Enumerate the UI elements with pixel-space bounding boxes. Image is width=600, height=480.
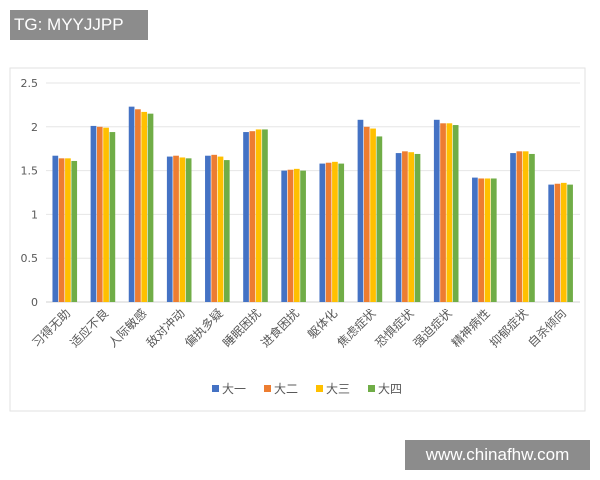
bar bbox=[128, 106, 135, 302]
y-tick-label: 1.5 bbox=[21, 165, 39, 178]
watermark-bottom: www.chinafhw.com bbox=[405, 440, 590, 470]
bar bbox=[103, 127, 109, 303]
bar bbox=[325, 162, 332, 302]
watermark-top: TG: MYYJJPP bbox=[10, 10, 148, 40]
bar bbox=[433, 119, 440, 303]
bar bbox=[255, 129, 262, 302]
y-tick-label: 0.5 bbox=[21, 252, 39, 265]
legend-label: 大三 bbox=[326, 382, 350, 396]
bar bbox=[96, 126, 103, 302]
legend-label: 大二 bbox=[274, 382, 298, 396]
bar bbox=[395, 153, 402, 302]
bar bbox=[510, 153, 516, 302]
bar bbox=[90, 125, 97, 302]
legend-swatch bbox=[264, 385, 271, 392]
bar bbox=[452, 125, 459, 302]
bar bbox=[243, 132, 249, 302]
bar bbox=[293, 168, 300, 302]
legend-swatch bbox=[368, 385, 375, 392]
y-tick-label: 1 bbox=[31, 208, 38, 221]
y-tick-label: 0 bbox=[31, 296, 38, 309]
legend-label: 大一 bbox=[222, 382, 246, 396]
legend-swatch bbox=[316, 385, 323, 392]
bar bbox=[522, 151, 529, 302]
bar bbox=[529, 153, 535, 302]
y-tick-label: 2 bbox=[31, 121, 38, 134]
bar bbox=[179, 157, 186, 302]
bar bbox=[516, 151, 523, 302]
bar bbox=[141, 111, 148, 303]
bar bbox=[223, 160, 230, 302]
bar bbox=[548, 184, 555, 302]
bar bbox=[58, 158, 65, 302]
bar bbox=[135, 109, 141, 302]
bar bbox=[217, 156, 224, 302]
legend-swatch bbox=[212, 385, 219, 392]
bar bbox=[446, 123, 453, 303]
bar bbox=[490, 178, 497, 302]
bar bbox=[370, 128, 376, 302]
bar bbox=[338, 163, 345, 302]
bar bbox=[147, 113, 154, 302]
bar bbox=[281, 170, 288, 302]
bar bbox=[185, 158, 192, 302]
bar bbox=[173, 155, 179, 302]
bar bbox=[211, 154, 218, 302]
bar bbox=[414, 153, 421, 302]
y-tick-label: 2.5 bbox=[21, 77, 39, 90]
bar bbox=[408, 152, 415, 302]
legend-label: 大四 bbox=[378, 382, 402, 396]
bar bbox=[52, 155, 59, 302]
bar bbox=[332, 161, 338, 302]
bar bbox=[478, 178, 485, 302]
bar bbox=[554, 183, 561, 302]
bar bbox=[319, 163, 326, 302]
bar bbox=[484, 178, 491, 302]
bar bbox=[166, 156, 173, 302]
bar bbox=[262, 129, 268, 302]
bar bbox=[300, 170, 306, 302]
bar bbox=[472, 177, 478, 302]
bar bbox=[567, 184, 573, 302]
bar bbox=[363, 126, 370, 302]
bar bbox=[205, 155, 211, 302]
bar bbox=[249, 131, 256, 302]
bar bbox=[287, 169, 294, 302]
bar bbox=[440, 123, 446, 303]
bar bbox=[109, 132, 116, 302]
bar bbox=[376, 136, 383, 302]
bar bbox=[402, 151, 408, 302]
bar bbox=[560, 182, 567, 302]
bar bbox=[71, 160, 78, 302]
bar bbox=[65, 158, 71, 302]
bar bbox=[357, 119, 364, 303]
